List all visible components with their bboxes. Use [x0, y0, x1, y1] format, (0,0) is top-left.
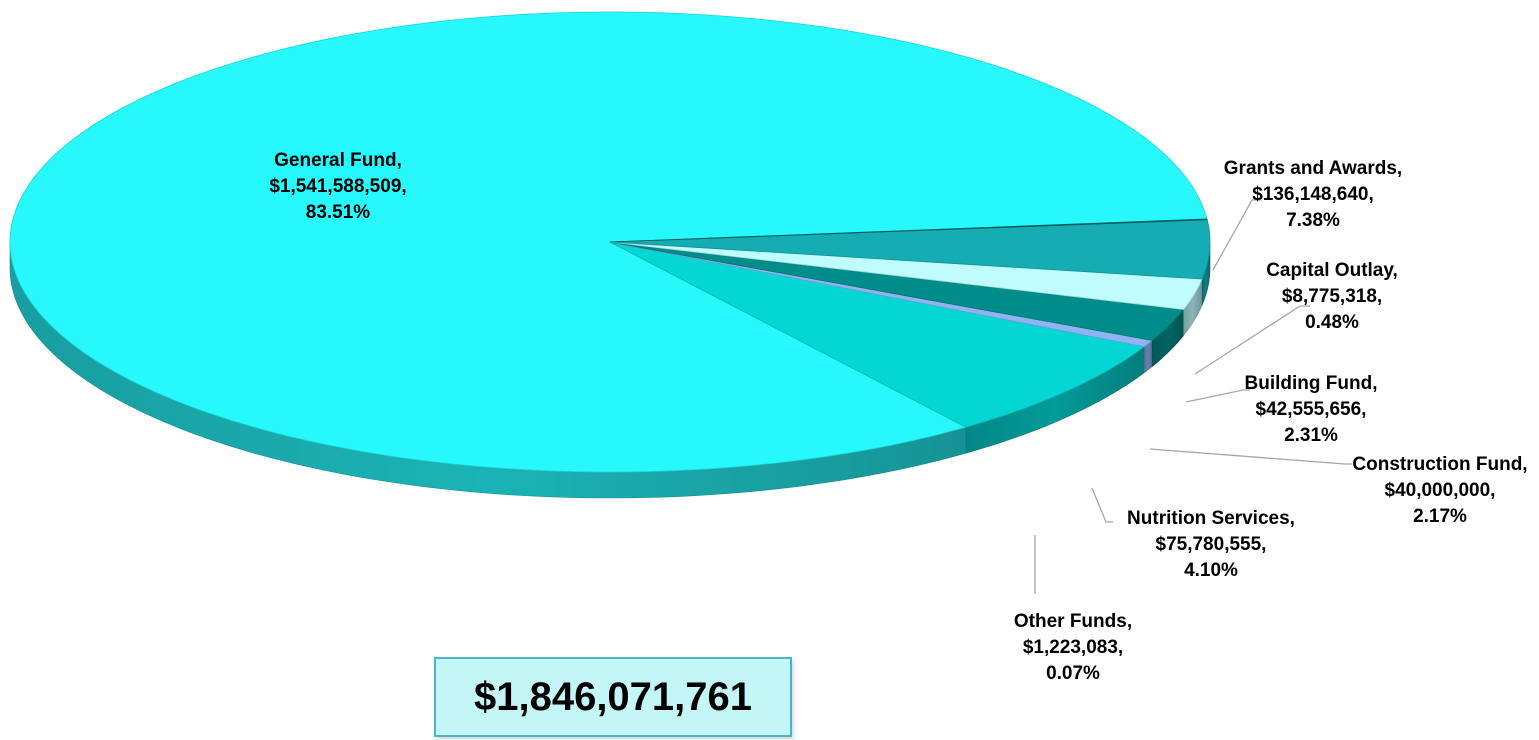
label-name-grants-and-awards: Grants and Awards, — [1224, 158, 1402, 179]
pie-slice-nutrition-services — [609, 219, 1211, 280]
label-name-construction-fund: Construction Fund, — [1352, 454, 1527, 475]
label-percent-nutrition-services: 4.10% — [1184, 560, 1238, 581]
label-name-other-funds: Other Funds, — [1014, 611, 1132, 632]
label-value-general-fund: $1,541,588,509, — [269, 176, 406, 197]
label-percent-building-fund: 2.31% — [1284, 425, 1338, 446]
label-value-construction-fund: $40,000,000, — [1385, 480, 1496, 501]
total-value: $1,846,071,761 — [473, 674, 753, 719]
label-value-capital-outlay: $8,775,318, — [1282, 286, 1382, 307]
label-percent-capital-outlay: 0.48% — [1305, 312, 1359, 333]
pie-slice-other-funds — [609, 218, 1208, 243]
pie-side-shade — [965, 346, 1145, 454]
pie-slice-general-fund — [9, 11, 1208, 473]
label-name-building-fund: Building Fund, — [1245, 373, 1378, 394]
leader-line-nutrition-services — [1091, 487, 1113, 523]
label-value-nutrition-services: $75,780,555, — [1156, 534, 1267, 555]
leader-line-building-fund — [1185, 389, 1250, 403]
label-value-other-funds: $1,223,083, — [1023, 637, 1123, 658]
label-value-grants-and-awards: $136,148,640, — [1252, 184, 1374, 205]
leader-line-construction-fund — [1149, 448, 1352, 465]
total-box: $1,846,071,761 — [434, 657, 792, 737]
leader-lines — [1034, 199, 1352, 594]
pie-slice-grants-and-awards — [609, 241, 1146, 428]
data-labels: General Fund, $1,541,588,509, 83.51% Grants… — [269, 150, 1527, 684]
label-percent-construction-fund: 2.17% — [1413, 506, 1467, 527]
label-name-capital-outlay: Capital Outlay, — [1266, 260, 1398, 281]
pie-side-shade — [1183, 279, 1203, 336]
pie-slice-capital-outlay — [609, 241, 1154, 348]
label-name-general-fund: General Fund, — [274, 150, 402, 171]
pie-side-shade — [1144, 340, 1153, 373]
leader-line-capital-outlay — [1194, 305, 1310, 375]
label-name-nutrition-services: Nutrition Services, — [1127, 508, 1295, 529]
pie-side-shade — [1202, 242, 1210, 305]
pie-slice-building-fund — [609, 241, 1185, 341]
label-percent-general-fund: 83.51% — [306, 202, 371, 223]
pie-tops — [9, 11, 1211, 473]
pie-slice-construction-fund — [609, 241, 1203, 310]
pie-side-shade — [1152, 309, 1184, 367]
label-value-building-fund: $42,555,656, — [1256, 399, 1367, 420]
pie-side-shade — [10, 242, 966, 498]
pie-sides — [9, 241, 1211, 499]
label-percent-grants-and-awards: 7.38% — [1286, 210, 1340, 231]
label-percent-other-funds: 0.07% — [1046, 663, 1100, 684]
leader-line-grants-and-awards — [1212, 199, 1262, 271]
